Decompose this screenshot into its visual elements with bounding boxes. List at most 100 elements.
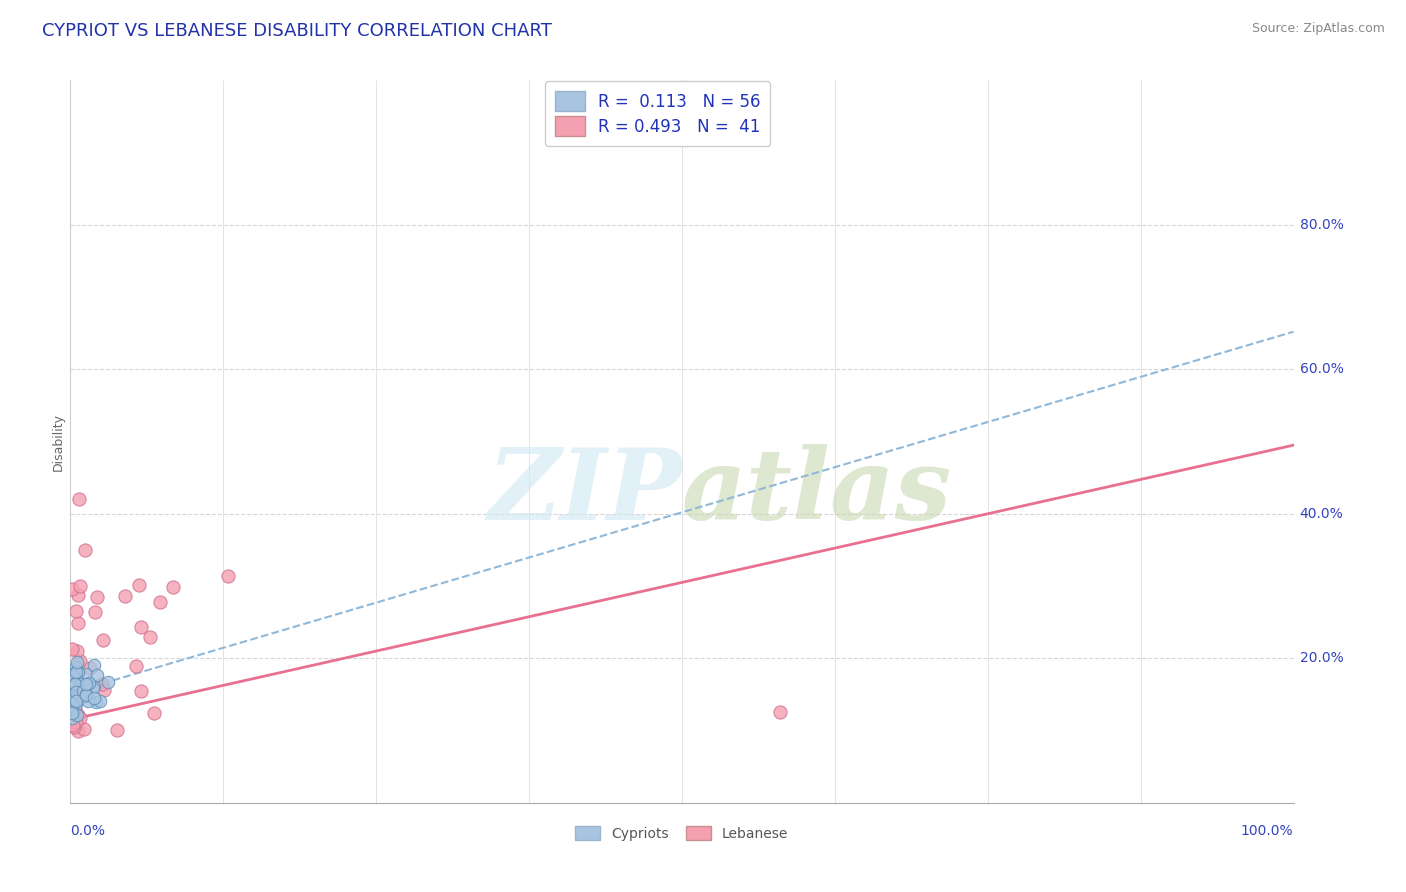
Point bbox=[69, 676, 91, 690]
Point bbox=[62, 698, 84, 713]
Text: 100.0%: 100.0% bbox=[1241, 824, 1294, 838]
Point bbox=[70, 685, 93, 699]
Point bbox=[73, 542, 96, 557]
Point bbox=[65, 604, 87, 618]
Point bbox=[75, 689, 97, 703]
Point bbox=[66, 678, 89, 692]
Point bbox=[65, 665, 87, 680]
Point bbox=[67, 688, 90, 702]
Point bbox=[60, 642, 83, 657]
Point bbox=[60, 674, 83, 689]
Point bbox=[124, 659, 146, 673]
Point bbox=[62, 669, 84, 683]
Point bbox=[65, 660, 87, 674]
Point bbox=[86, 695, 108, 709]
Point bbox=[91, 677, 114, 691]
Point bbox=[62, 687, 84, 701]
Point bbox=[66, 708, 89, 723]
Point bbox=[139, 630, 162, 644]
Point bbox=[60, 667, 83, 681]
Point bbox=[83, 691, 105, 706]
Point bbox=[79, 661, 101, 675]
Point bbox=[77, 693, 100, 707]
Point bbox=[105, 723, 128, 738]
Point bbox=[65, 685, 87, 699]
Point bbox=[82, 681, 104, 695]
Text: CYPRIOT VS LEBANESE DISABILITY CORRELATION CHART: CYPRIOT VS LEBANESE DISABILITY CORRELATI… bbox=[42, 22, 553, 40]
Point bbox=[67, 589, 90, 603]
Point bbox=[60, 582, 83, 597]
Point bbox=[65, 714, 87, 729]
Point bbox=[84, 605, 107, 619]
Point bbox=[86, 667, 108, 681]
Text: 0.0%: 0.0% bbox=[70, 824, 105, 838]
Point bbox=[86, 590, 108, 604]
Point bbox=[129, 620, 152, 634]
Point bbox=[63, 690, 86, 705]
Point bbox=[75, 677, 97, 691]
Point bbox=[69, 579, 91, 593]
Point bbox=[75, 666, 97, 681]
Point bbox=[73, 689, 96, 703]
Point bbox=[65, 694, 87, 708]
Point bbox=[63, 676, 86, 690]
Point bbox=[62, 666, 84, 681]
Point bbox=[89, 693, 111, 707]
Point bbox=[79, 676, 101, 690]
Point bbox=[83, 679, 105, 693]
Point bbox=[75, 690, 97, 704]
Point bbox=[67, 723, 90, 738]
Point bbox=[66, 686, 89, 700]
Point bbox=[73, 685, 96, 699]
Point bbox=[67, 688, 90, 702]
Point bbox=[65, 675, 87, 690]
Text: 60.0%: 60.0% bbox=[1299, 362, 1344, 376]
Point bbox=[72, 680, 94, 694]
Point bbox=[60, 700, 83, 714]
Point bbox=[67, 616, 90, 631]
Point bbox=[97, 674, 120, 689]
Point bbox=[62, 718, 84, 732]
Point bbox=[65, 697, 87, 711]
Point bbox=[769, 706, 792, 720]
Point bbox=[91, 633, 114, 648]
Point bbox=[63, 702, 86, 716]
Point bbox=[66, 673, 89, 688]
Point bbox=[67, 688, 90, 702]
Point bbox=[67, 492, 90, 507]
Point bbox=[63, 720, 86, 734]
Point bbox=[63, 680, 86, 694]
Point bbox=[75, 687, 97, 701]
Legend: Cypriots, Lebanese: Cypriots, Lebanese bbox=[569, 821, 794, 847]
Point bbox=[60, 706, 83, 720]
Point bbox=[149, 595, 172, 609]
Point bbox=[69, 710, 91, 724]
Point bbox=[66, 656, 89, 670]
Point bbox=[83, 657, 105, 672]
Point bbox=[114, 590, 136, 604]
Text: atlas: atlas bbox=[682, 444, 952, 541]
Point bbox=[60, 711, 83, 725]
Point bbox=[60, 715, 83, 730]
Text: 20.0%: 20.0% bbox=[1299, 651, 1343, 665]
Point bbox=[93, 683, 115, 698]
Point bbox=[162, 580, 184, 594]
Text: 40.0%: 40.0% bbox=[1299, 507, 1343, 521]
Point bbox=[60, 683, 83, 698]
Y-axis label: Disability: Disability bbox=[52, 412, 65, 471]
Point bbox=[63, 693, 86, 707]
Point bbox=[69, 654, 91, 668]
Point bbox=[66, 708, 89, 723]
Point bbox=[66, 665, 89, 679]
Point bbox=[73, 723, 96, 737]
Point bbox=[128, 577, 150, 591]
Point bbox=[66, 681, 89, 696]
Point bbox=[142, 706, 165, 720]
Point bbox=[73, 685, 96, 699]
Point bbox=[217, 569, 239, 583]
Text: Source: ZipAtlas.com: Source: ZipAtlas.com bbox=[1251, 22, 1385, 36]
Point bbox=[62, 705, 84, 719]
Text: 80.0%: 80.0% bbox=[1299, 218, 1344, 232]
Point bbox=[63, 677, 86, 691]
Point bbox=[62, 691, 84, 706]
